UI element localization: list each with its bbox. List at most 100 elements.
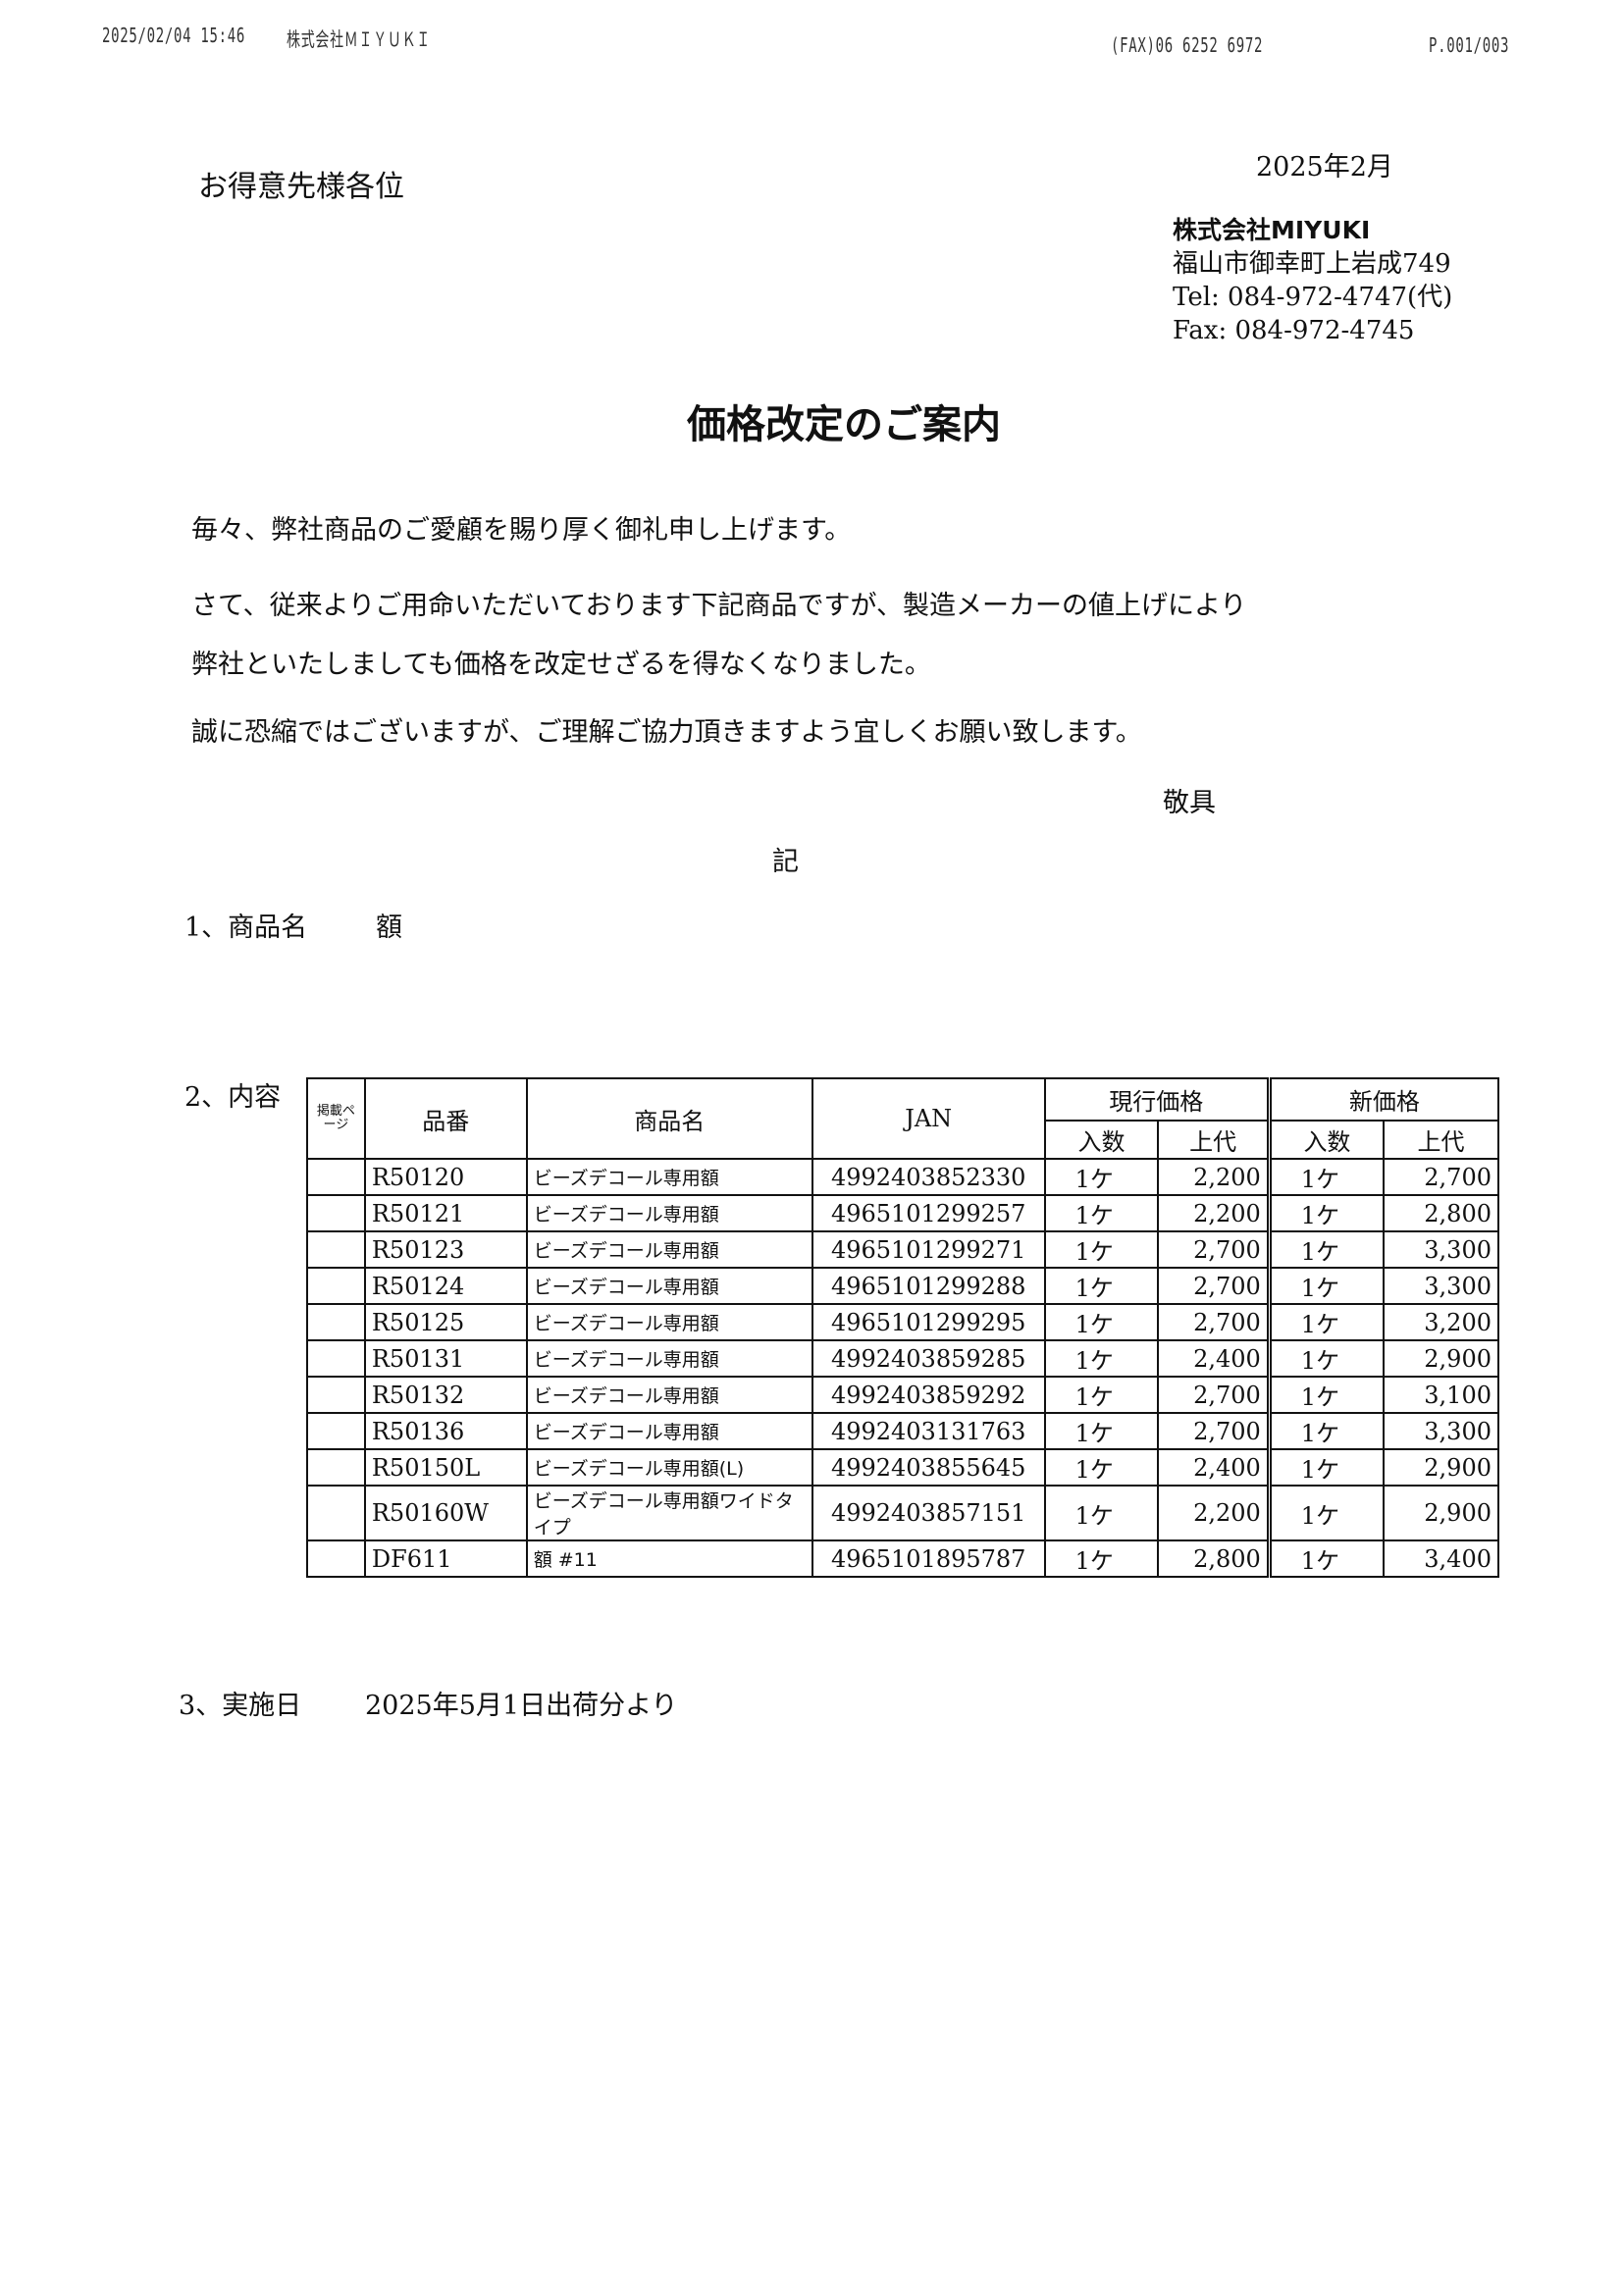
header-page: 掲載ページ	[306, 1077, 366, 1160]
cell-code: R50121	[363, 1194, 528, 1232]
closing: 敬具	[1163, 788, 1216, 818]
cell-name: ビーズデコール専用額	[525, 1158, 813, 1196]
table-row: R50120 ビーズデコール専用額 4992403852330 1ケ 2,200 1ケ 2,…	[306, 1158, 1499, 1196]
header-current-retail: 上代	[1157, 1120, 1271, 1160]
cell-cur-qty: 1ケ	[1043, 1448, 1160, 1487]
cell-jan: 4965101299288	[811, 1267, 1046, 1305]
cell-new-qty: 1ケ	[1266, 1448, 1386, 1487]
cell-page	[306, 1158, 366, 1196]
item2-label: 2、内容	[184, 1082, 282, 1113]
cell-page	[306, 1376, 366, 1414]
cell-new-qty: 1ケ	[1266, 1339, 1386, 1378]
cell-new-price: 2,800	[1383, 1194, 1499, 1232]
cell-cur-price: 2,200	[1157, 1158, 1271, 1196]
cell-code: R50131	[363, 1339, 528, 1378]
header-jan: JAN	[811, 1077, 1046, 1160]
fax-datetime: 2025/02/04 15:46	[102, 24, 246, 47]
cell-cur-qty: 1ケ	[1043, 1376, 1160, 1414]
cell-name: ビーズデコール専用額	[525, 1194, 813, 1232]
fax-page: P.001/003	[1429, 33, 1510, 57]
cell-cur-price: 2,200	[1157, 1194, 1271, 1232]
cell-code: R50136	[363, 1412, 528, 1450]
cell-new-price: 2,700	[1383, 1158, 1499, 1196]
cell-cur-price: 2,700	[1157, 1412, 1271, 1450]
body-line-2: さて、従来よりご用命いただいております下記商品ですが、製造メーカーの値上げにより	[191, 591, 1247, 621]
cell-new-price: 2,900	[1383, 1339, 1499, 1378]
table-row: DF611 額 #11 4965101895787 1ケ 2,800 1ケ 3,400	[306, 1539, 1499, 1578]
cell-code: R50132	[363, 1376, 528, 1414]
cell-name: ビーズデコール専用額	[525, 1376, 813, 1414]
table-row: R50132 ビーズデコール専用額 4992403859292 1ケ 2,700 1ケ 3,…	[306, 1376, 1499, 1414]
company-address: 福山市御幸町上岩成749	[1173, 249, 1451, 279]
fax-sender: 株式会社ＭＩＹＵＫＩ	[287, 27, 431, 51]
cell-cur-qty: 1ケ	[1043, 1485, 1160, 1541]
ki-heading: 記	[772, 847, 799, 877]
body-line-4: 誠に恐縮ではございますが、ご理解ご協力頂きますよう宜しくお願い致します。	[191, 717, 1142, 748]
cell-cur-price: 2,700	[1157, 1230, 1271, 1269]
header-new-qty: 入数	[1266, 1120, 1386, 1160]
cell-cur-price: 2,700	[1157, 1303, 1271, 1341]
cell-page	[306, 1194, 366, 1232]
cell-new-qty: 1ケ	[1266, 1412, 1386, 1450]
cell-cur-price: 2,400	[1157, 1339, 1271, 1378]
table-row: R50124 ビーズデコール専用額 4965101299288 1ケ 2,700 1ケ 3,…	[306, 1267, 1499, 1305]
cell-cur-qty: 1ケ	[1043, 1158, 1160, 1196]
cell-jan: 4965101299257	[811, 1194, 1046, 1232]
cell-code: R50124	[363, 1267, 528, 1305]
cell-new-price: 3,300	[1383, 1230, 1499, 1269]
body-line-1: 毎々、弊社商品のご愛顧を賜り厚く御礼申し上げます。	[191, 515, 852, 546]
cell-cur-price: 2,400	[1157, 1448, 1271, 1487]
item1-value: 額	[376, 913, 402, 943]
cell-name: 額 #11	[525, 1539, 813, 1578]
cell-name: ビーズデコール専用額	[525, 1303, 813, 1341]
table-row: R50150L ビーズデコール専用額(L) 4992403855645 1ケ 2,400…	[306, 1448, 1499, 1487]
cell-name: ビーズデコール専用額ワイドタイプ	[525, 1485, 813, 1541]
cell-code: R50150L	[363, 1448, 528, 1487]
table-row: R50123 ビーズデコール専用額 4965101299271 1ケ 2,700 1ケ 3,…	[306, 1230, 1499, 1269]
cell-cur-qty: 1ケ	[1043, 1539, 1160, 1578]
cell-page	[306, 1539, 366, 1578]
table-row: R50136 ビーズデコール専用額 4992403131763 1ケ 2,700 1ケ 3,…	[306, 1412, 1499, 1450]
cell-page	[306, 1267, 366, 1305]
recipient: お得意先様各位	[198, 170, 404, 204]
cell-cur-qty: 1ケ	[1043, 1267, 1160, 1305]
cell-name: ビーズデコール専用額	[525, 1230, 813, 1269]
company-name: 株式会社MIYUKI	[1173, 216, 1371, 244]
cell-new-qty: 1ケ	[1266, 1158, 1386, 1196]
cell-new-qty: 1ケ	[1266, 1194, 1386, 1232]
fax-number: (FAX)06 6252 6972	[1111, 33, 1264, 57]
company-tel: Tel: 084-972-4747(代)	[1173, 283, 1453, 312]
cell-jan: 4992403859285	[811, 1339, 1046, 1378]
cell-page	[306, 1448, 366, 1487]
item1-label: 1、商品名	[184, 913, 308, 943]
company-block: 株式会社MIYUKI 福山市御幸町上岩成749 Tel: 084-972-474…	[1173, 214, 1452, 347]
cell-page	[306, 1485, 366, 1541]
cell-cur-qty: 1ケ	[1043, 1303, 1160, 1341]
cell-cur-price: 2,700	[1157, 1267, 1271, 1305]
header-code: 品番	[363, 1077, 528, 1160]
header-name: 商品名	[525, 1077, 813, 1160]
table-row: R50131 ビーズデコール専用額 4992403859285 1ケ 2,400 1ケ 2,…	[306, 1339, 1499, 1378]
cell-name: ビーズデコール専用額	[525, 1412, 813, 1450]
company-fax: Fax: 084-972-4745	[1173, 316, 1415, 345]
cell-new-price: 3,400	[1383, 1539, 1499, 1578]
header-current-price: 現行価格	[1043, 1077, 1271, 1122]
cell-new-price: 2,900	[1383, 1485, 1499, 1541]
cell-jan: 4992403131763	[811, 1412, 1046, 1450]
cell-new-price: 3,300	[1383, 1267, 1499, 1305]
cell-cur-price: 2,700	[1157, 1376, 1271, 1414]
cell-code: R50120	[363, 1158, 528, 1196]
page-title: 価格改定のご案内	[687, 401, 1001, 447]
body-line-3: 弊社といたしましても価格を改定せざるを得なくなりました。	[191, 650, 931, 680]
document-date: 2025年2月	[1256, 152, 1393, 183]
cell-code: R50123	[363, 1230, 528, 1269]
cell-new-qty: 1ケ	[1266, 1376, 1386, 1414]
cell-new-qty: 1ケ	[1266, 1485, 1386, 1541]
cell-code: R50160W	[363, 1485, 528, 1541]
cell-cur-qty: 1ケ	[1043, 1412, 1160, 1450]
table-row: R50121 ビーズデコール専用額 4965101299257 1ケ 2,200 1ケ 2,…	[306, 1194, 1499, 1232]
cell-new-qty: 1ケ	[1266, 1267, 1386, 1305]
cell-code: DF611	[363, 1539, 528, 1578]
cell-cur-qty: 1ケ	[1043, 1339, 1160, 1378]
cell-jan: 4992403859292	[811, 1376, 1046, 1414]
